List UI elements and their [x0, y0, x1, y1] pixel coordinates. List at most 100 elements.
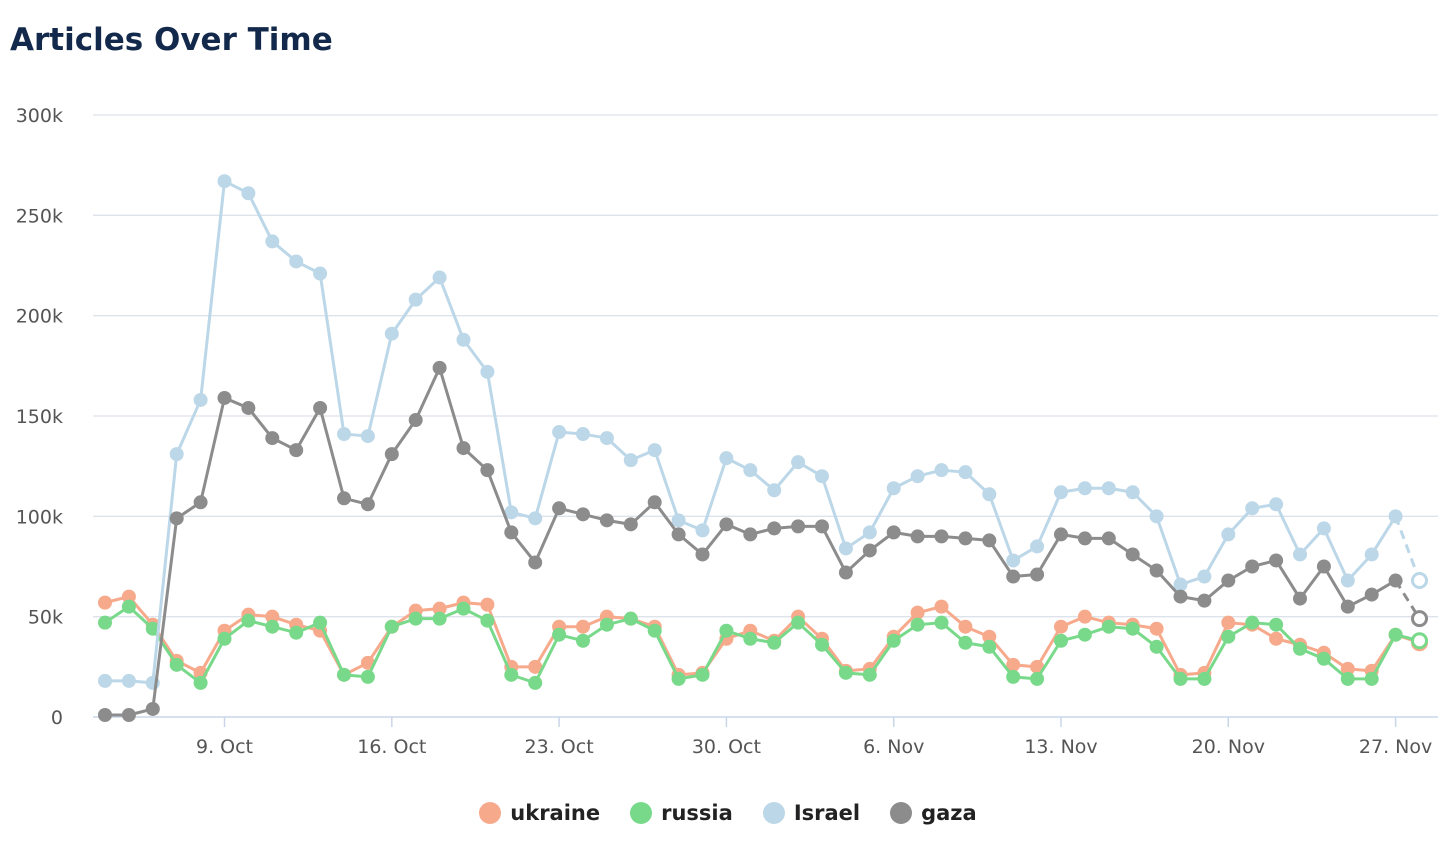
data-point [767, 635, 782, 650]
data-point [576, 427, 590, 442]
data-point [1006, 657, 1021, 672]
legend-swatch [630, 802, 653, 824]
data-point [1030, 659, 1045, 674]
data-point [1101, 481, 1116, 496]
data-point [456, 601, 471, 616]
data-point [647, 623, 662, 638]
x-tick-label: 6. Nov [863, 736, 924, 758]
data-point [480, 364, 495, 379]
data-point [360, 497, 375, 512]
data-point [528, 511, 543, 526]
data-point [1149, 509, 1164, 524]
data-point [1388, 509, 1403, 524]
series-line-dashed [1394, 515, 1421, 582]
data-point [910, 529, 925, 544]
data-point [982, 487, 997, 502]
legend-item-ukraine[interactable]: ukraine [479, 801, 600, 825]
data-point [1388, 573, 1403, 588]
data-point [360, 429, 375, 444]
data-point [1221, 527, 1236, 542]
data-point [1245, 615, 1260, 630]
data-point [217, 174, 232, 189]
data-point [982, 639, 997, 654]
data-point [1173, 671, 1188, 686]
data-point [719, 623, 734, 638]
data-point [886, 481, 901, 496]
x-tick-label: 16. Oct [357, 736, 426, 758]
data-point [791, 519, 806, 534]
data-point [1125, 621, 1140, 636]
data-point [1077, 481, 1092, 496]
data-point [169, 657, 184, 672]
data-point [743, 631, 758, 646]
data-point [910, 617, 925, 632]
x-tick-label: 23. Oct [525, 736, 594, 758]
data-point [599, 513, 614, 528]
data-point [289, 625, 304, 640]
data-point [408, 611, 423, 626]
data-point [1077, 609, 1092, 624]
data-point [862, 525, 877, 540]
series-israel [98, 174, 1428, 690]
legend-item-israel[interactable]: Israel [762, 801, 861, 825]
legend-swatch [890, 802, 913, 824]
data-point [1197, 671, 1212, 686]
data-point [265, 619, 280, 634]
data-point [623, 517, 638, 532]
data-point [743, 463, 758, 478]
legend-item-russia[interactable]: russia [630, 801, 733, 825]
legend-label: Israel [793, 801, 861, 825]
data-point [815, 519, 829, 534]
data-point [480, 613, 495, 628]
data-point [1364, 587, 1379, 602]
y-tick-label: 150k [16, 406, 63, 428]
data-point [1054, 619, 1068, 634]
data-point [576, 507, 590, 522]
data-point [337, 491, 351, 506]
data-point [1269, 631, 1284, 646]
x-tick-label: 20. Nov [1192, 736, 1265, 758]
data-point [1149, 639, 1164, 654]
data-point [552, 425, 567, 440]
data-point [719, 517, 734, 532]
data-point [289, 443, 304, 458]
data-point [1006, 553, 1021, 568]
data-point [504, 505, 519, 520]
data-point [1006, 669, 1021, 684]
data-point [384, 326, 399, 341]
data-point [313, 266, 328, 281]
data-point [1269, 617, 1284, 632]
data-point [1030, 567, 1045, 582]
data-point [265, 234, 280, 249]
data-point [1388, 627, 1403, 642]
data-point [767, 521, 782, 536]
data-point [934, 463, 949, 478]
data-point [599, 617, 614, 632]
data-point [671, 527, 686, 542]
data-point [265, 609, 280, 624]
data-point [1125, 485, 1140, 500]
x-tick-label: 27. Nov [1359, 736, 1432, 758]
data-point [934, 615, 949, 630]
legend-swatch [762, 802, 785, 824]
data-point [265, 431, 280, 446]
data-point [313, 400, 328, 415]
legend-item-gaza[interactable]: gaza [890, 801, 977, 825]
data-point [934, 529, 949, 544]
data-point [1197, 593, 1212, 608]
data-point [1340, 671, 1355, 686]
data-point [1364, 671, 1379, 686]
data-point [408, 413, 423, 428]
data-point [121, 673, 136, 688]
data-point [528, 659, 543, 674]
data-point [886, 633, 901, 648]
data-point [504, 667, 519, 682]
data-point [169, 511, 184, 526]
data-point [910, 605, 925, 620]
data-point [576, 619, 590, 634]
data-point [121, 707, 136, 722]
data-point [1245, 501, 1260, 516]
data-point [1269, 497, 1284, 512]
data-point [337, 667, 351, 682]
data-point [432, 270, 447, 285]
